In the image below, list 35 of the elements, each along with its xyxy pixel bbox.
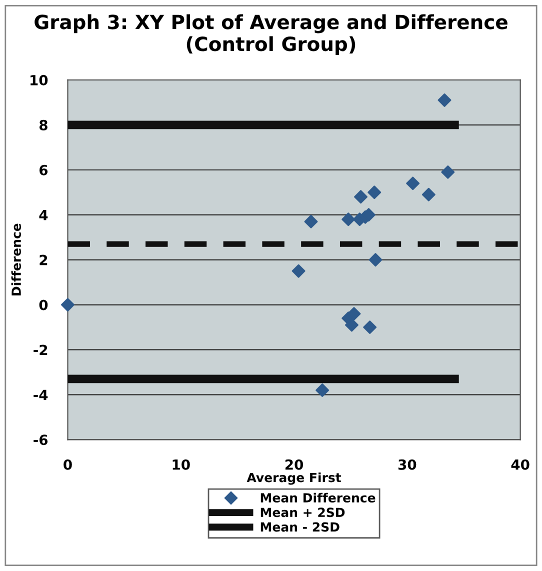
point [316,383,330,397]
y-tick-label: 6 [40,164,48,176]
y-tick-label: -6 [34,434,48,446]
legend-label: Mean - 2SD [260,522,340,532]
point [368,253,382,267]
point [438,93,452,107]
point [363,320,377,334]
legend-label: Mean + 2SD [260,508,345,518]
point [342,212,356,226]
point [441,165,455,179]
chart-title: Graph 3: XY Plot of Average and Difference (Control Group) [34,14,508,56]
y-tick-label: 2 [40,254,48,266]
point [304,214,318,228]
point [292,264,306,278]
point [368,186,382,200]
x-tick-label: 30 [398,459,416,470]
point [347,307,361,321]
y-tick-label: -2 [34,344,48,356]
y-axis-title: Difference [11,224,21,296]
y-tick-label: 0 [39,300,48,310]
y-tick-label: 4 [39,210,48,220]
point [354,190,368,204]
x-axis-title: Average First [246,472,342,485]
y-tick-label: -4 [34,390,48,400]
x-tick-label: 40 [511,459,530,470]
point [422,188,436,202]
point [406,176,420,190]
y-tick-label: 10 [30,74,48,86]
y-tick-label: 8 [39,120,48,130]
x-tick-label: 10 [172,459,190,470]
x-tick-label: 0 [64,459,72,470]
x-tick-label: 20 [285,459,304,470]
point [344,318,358,332]
point [61,298,74,312]
legend-label: Mean Difference [260,492,376,503]
